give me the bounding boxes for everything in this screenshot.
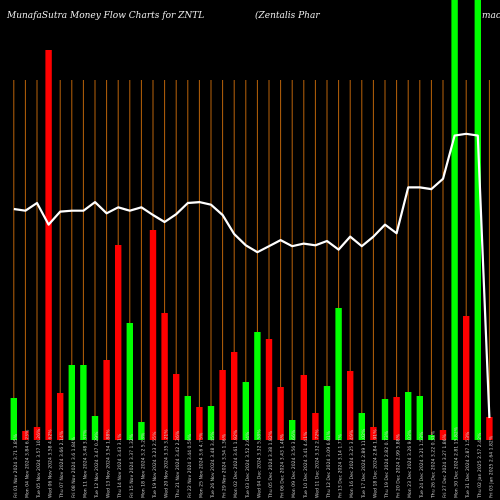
x-tick-label: Fri 13 Dec 2024 3.14 1.77% — [338, 433, 344, 498]
money-flow-bar — [10, 398, 17, 440]
money-flow-bar — [428, 435, 435, 440]
money-flow-bar — [451, 0, 458, 440]
x-tick-label: Mon 02 Dec 2024 3.61 1.92% — [233, 429, 239, 498]
x-tick-label: Mon 09 Dec 2024 3.56 3.66% — [291, 429, 297, 498]
x-tick-label: Mon 23 Dec 2024 3.26 9.03% — [407, 429, 413, 498]
x-tick-label: Tue 19 Nov 2024 3.23 2.55% — [152, 431, 158, 499]
x-tick-label: Mon 16 Dec 2024 3.25 3.49% — [349, 429, 355, 498]
money-flow-bar — [91, 416, 99, 440]
x-tick-label: Mon 11 Nov 2024 3.48 3.37% — [82, 429, 88, 498]
x-tick-label: Tue 24 Dec 2024 3.21 1.53% — [419, 431, 425, 499]
x-tick-label: Fri 06 Dec 2024 3.43 1.48% — [280, 433, 286, 498]
money-flow-bar — [370, 427, 377, 440]
x-tick-label: Wed 06 Nov 2024 3.58 4.62% — [48, 429, 54, 498]
x-tick-label: Fri 15 Nov 2024 3.37 1.32% — [129, 433, 135, 498]
x-tick-label: Thu 05 Dec 2024 3.38 1.82% — [268, 430, 274, 499]
money-flow-bar — [358, 413, 365, 440]
money-flow-bar — [33, 427, 41, 440]
money-flow-bar — [474, 0, 481, 440]
money-flow-bar — [416, 396, 423, 440]
money-flow-bar — [138, 422, 145, 440]
x-tick-label: Fri 01 Nov 2024 3.71 3.85% — [13, 433, 19, 498]
money-flow-bar — [80, 365, 87, 440]
money-flow-bar — [57, 393, 64, 440]
money-flow-bar — [486, 417, 493, 440]
money-flow-bar — [103, 360, 110, 440]
money-flow-bar — [405, 392, 412, 440]
money-flow-bar — [254, 332, 261, 440]
money-flow-bar — [22, 431, 29, 440]
x-tick-label: Tue 17 Dec 2024 2.89 11.02% — [361, 428, 367, 499]
chart-title: MunafaSutra Money Flow Charts for ZNTL — [7, 11, 205, 21]
money-flow-bar — [219, 370, 226, 440]
money-flow-bar — [381, 399, 389, 440]
price-line — [13, 132, 491, 419]
x-tick-label: Tue 10 Dec 2024 3.41 4.41% — [303, 431, 309, 499]
money-flow-bar — [173, 374, 180, 440]
money-flow-bar — [161, 313, 168, 440]
x-tick-label: Fri 08 Nov 2024 3.6 1.84% — [71, 436, 77, 498]
x-tick-label: Mon 30 Dec 2024 2.81 15.82% — [454, 426, 460, 498]
money-flow-bar — [347, 371, 354, 440]
x-tick-label: Thu 21 Nov 2024 3.42 2.26% — [175, 430, 181, 499]
x-tick-label: Wed 11 Dec 2024 3.32 2.72% — [314, 429, 320, 498]
x-tick-label: Thu 07 Nov 2024 3.66 2.14% — [59, 430, 65, 499]
x-tick-label: Fri 22 Nov 2024 3.44 0.59% — [187, 433, 193, 498]
x-tick-label: Thu 12 Dec 2024 3.09 6.81% — [326, 430, 332, 499]
x-tick-label: Tue 03 Dec 2024 3.52 2.64% — [245, 431, 251, 499]
money-flow-bar — [300, 375, 307, 440]
money-flow-bar — [126, 323, 133, 440]
x-tick-label: Wed 13 Nov 2024 3.54 1.88% — [106, 429, 112, 498]
x-tick-label: Fri 20 Dec 2024 2.99 5.88% — [396, 433, 402, 498]
money-flow-bar — [45, 50, 52, 440]
x-tick-label: Wed 20 Nov 2024 3.35 3.21% — [164, 429, 170, 498]
money-flow-bar — [68, 365, 75, 440]
x-tick-label: Thu 19 Dec 2024 2.82 0.73% — [384, 430, 390, 499]
money-flow-bar — [242, 382, 249, 440]
money-flow-bar — [265, 339, 273, 440]
money-flow-bar — [312, 413, 319, 440]
money-flow-bar — [207, 406, 215, 440]
money-flow-bar — [115, 245, 122, 440]
x-tick-label: Fri 27 Dec 2024 3.27 1.86% — [442, 433, 448, 498]
x-tick-label: Tue 31 Dec 2024 2.87 1.53% — [465, 431, 471, 499]
money-flow-bar — [196, 407, 203, 440]
x-tick-label: Thu 26 Dec 2024 3.22 0.31% — [430, 430, 436, 499]
x-tick-label: Thu 14 Nov 2024 3.43 3.1% — [117, 433, 123, 499]
x-tick-label: Fri 03 Jan 2025 2.64 1.82% — [488, 435, 494, 498]
money-flow-bar — [184, 396, 191, 440]
money-flow-bar — [231, 352, 238, 440]
x-tick-label: Wed 04 Dec 2024 3.32 5.58% — [256, 429, 262, 498]
x-tick-label: Tue 26 Nov 2024 3.48 3.45% — [210, 431, 216, 499]
money-flow-bar — [463, 316, 470, 440]
x-tick-label: Mon 25 Nov 2024 3.6 4.75% — [198, 432, 204, 498]
money-flow-bar — [149, 230, 157, 440]
money-flow-bar — [335, 308, 342, 440]
money-flow-bar — [289, 420, 296, 440]
money-flow-bar — [439, 430, 447, 440]
x-tick-label: Fri 29 Nov 2024 3.54 1.36% — [222, 433, 228, 498]
x-tick-label: Wed 18 Dec 2024 2.84 1.91% — [372, 429, 378, 498]
money-flow-bar — [323, 386, 331, 440]
money-flow-bar — [277, 387, 284, 440]
x-tick-label: Tue 12 Nov 2024 3.47 0.29% — [94, 431, 100, 499]
x-tick-label: Mon 18 Nov 2024 3.2 5.23% — [140, 432, 146, 498]
title-trailing: mac — [482, 11, 500, 21]
x-tick-label: Mon 04 Nov 2024 3.84 6.23% — [24, 429, 30, 498]
company-name: (Zentalis Phar — [255, 11, 320, 21]
money-flow-bar — [393, 397, 400, 440]
x-tick-label: Thu 02 Jan 2025 2.57 2.42% — [477, 432, 483, 499]
x-tick-label: Tue 05 Nov 2024 3.57 10.26% — [36, 428, 42, 499]
